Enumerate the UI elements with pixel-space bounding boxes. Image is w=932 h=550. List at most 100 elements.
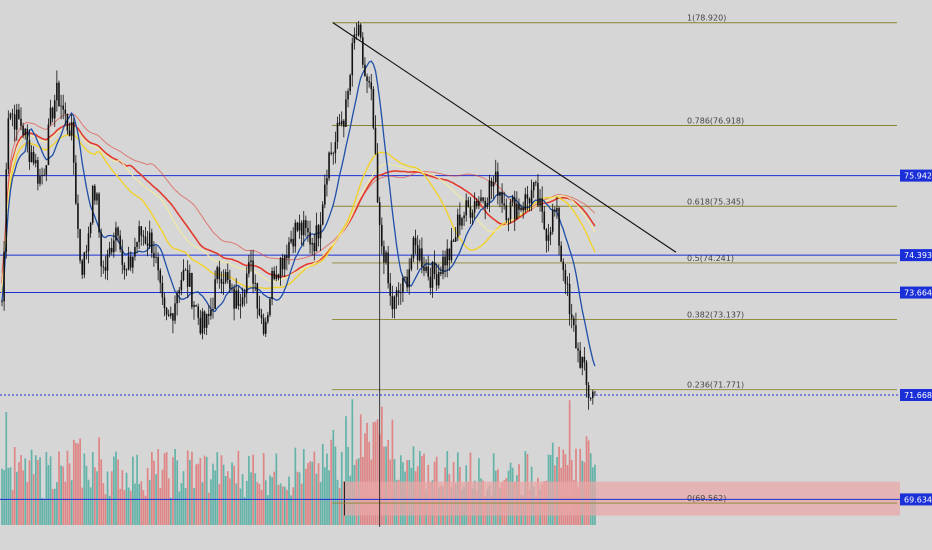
candle-body xyxy=(37,160,39,184)
candle-body xyxy=(475,200,478,206)
candle-body xyxy=(437,272,440,286)
volume-bar xyxy=(216,452,219,525)
volume-bar xyxy=(30,449,33,525)
volume-bar xyxy=(193,488,195,525)
volume-bar xyxy=(224,476,227,525)
volume-bar xyxy=(45,452,48,525)
volume-bar xyxy=(307,463,309,525)
volume-bar xyxy=(20,454,22,525)
volume-bar xyxy=(182,471,185,525)
candle-body xyxy=(442,256,444,274)
candle-body xyxy=(277,274,280,279)
volume-bar xyxy=(58,451,60,525)
candle-body xyxy=(58,82,60,107)
volume-bar xyxy=(309,461,311,525)
candle-body xyxy=(338,122,341,125)
volume-bar xyxy=(279,483,282,525)
ma-red-line xyxy=(1,123,596,284)
volume-bar xyxy=(37,460,39,525)
volume-bar xyxy=(313,451,316,525)
volume-bar xyxy=(336,479,339,525)
candle-body xyxy=(250,260,252,262)
volume-bar xyxy=(207,492,210,525)
candle-body xyxy=(378,202,381,225)
candle-body xyxy=(393,296,396,310)
candle-body xyxy=(307,228,309,233)
volume-bar xyxy=(214,470,217,525)
volume-bar xyxy=(317,463,320,525)
trendline-layer xyxy=(332,22,677,253)
volume-bar xyxy=(125,472,128,525)
candle-body xyxy=(75,162,77,204)
candle-body xyxy=(509,201,512,220)
volume-bar xyxy=(119,488,122,525)
volume-bar xyxy=(372,422,375,525)
volume-bar xyxy=(298,472,301,525)
volume-bar xyxy=(64,481,67,525)
volume-bar xyxy=(188,459,191,525)
candle-body xyxy=(579,350,581,368)
volume-bar xyxy=(305,468,307,525)
candle-body xyxy=(558,208,560,246)
candle-body xyxy=(334,141,337,154)
volume-bar xyxy=(275,453,278,525)
fibonacci-layer: 1(78.920) 0.786(76.918) 0.618(75.345) 0.5(7… xyxy=(332,14,897,504)
candle-body xyxy=(96,193,98,201)
candle-body xyxy=(142,235,145,237)
candle-body xyxy=(423,266,425,271)
candle-body xyxy=(469,207,472,218)
candle-body xyxy=(488,180,491,204)
volume-bar xyxy=(172,457,174,525)
candle-body xyxy=(195,304,197,307)
volume-bar xyxy=(328,470,330,525)
moving-averages-layer xyxy=(1,60,596,367)
candle-body xyxy=(505,205,508,221)
volume-bar xyxy=(142,490,145,525)
volume-bar xyxy=(134,483,136,525)
candle-body xyxy=(273,270,275,280)
candle-body xyxy=(94,185,96,201)
candle-body xyxy=(349,75,351,92)
candle-body xyxy=(478,201,480,206)
candle-body xyxy=(421,248,423,267)
candle-body xyxy=(395,290,398,297)
candle-body xyxy=(235,290,238,309)
candle-body xyxy=(501,192,503,204)
volume-bar xyxy=(79,438,81,525)
candle-body xyxy=(414,237,417,246)
volume-bar xyxy=(100,459,103,525)
candle-body xyxy=(585,362,588,386)
volume-bar xyxy=(70,480,73,525)
volume-bar xyxy=(47,465,50,525)
candle-body xyxy=(226,272,229,280)
candle-body xyxy=(170,313,172,316)
volume-bar xyxy=(157,449,160,525)
volume-bar xyxy=(300,483,303,525)
volume-bar xyxy=(326,453,328,525)
candle-body xyxy=(366,76,368,81)
candle-body xyxy=(252,260,254,284)
fib-level-label: 0.786(76.918) xyxy=(687,117,744,126)
candle-body xyxy=(45,165,48,175)
volume-bar xyxy=(68,463,71,525)
volume-bar xyxy=(222,464,225,525)
candle-body xyxy=(332,153,335,154)
volume-bar xyxy=(250,472,252,525)
candle-body xyxy=(64,109,67,114)
demand-zone-edge xyxy=(344,481,345,516)
candle-body xyxy=(207,313,210,316)
volume-bar xyxy=(9,467,12,525)
candle-body xyxy=(178,290,181,294)
candle-body xyxy=(184,269,187,271)
volume-bar xyxy=(332,429,335,525)
fib-level-label: 0.236(71.771) xyxy=(687,381,744,390)
candle-body xyxy=(570,314,573,319)
candle-body xyxy=(214,279,216,309)
candle-body xyxy=(444,256,446,266)
volume-bar xyxy=(252,454,254,525)
candle-body xyxy=(239,304,242,306)
candle-body xyxy=(535,182,537,184)
candle-body xyxy=(429,276,432,288)
